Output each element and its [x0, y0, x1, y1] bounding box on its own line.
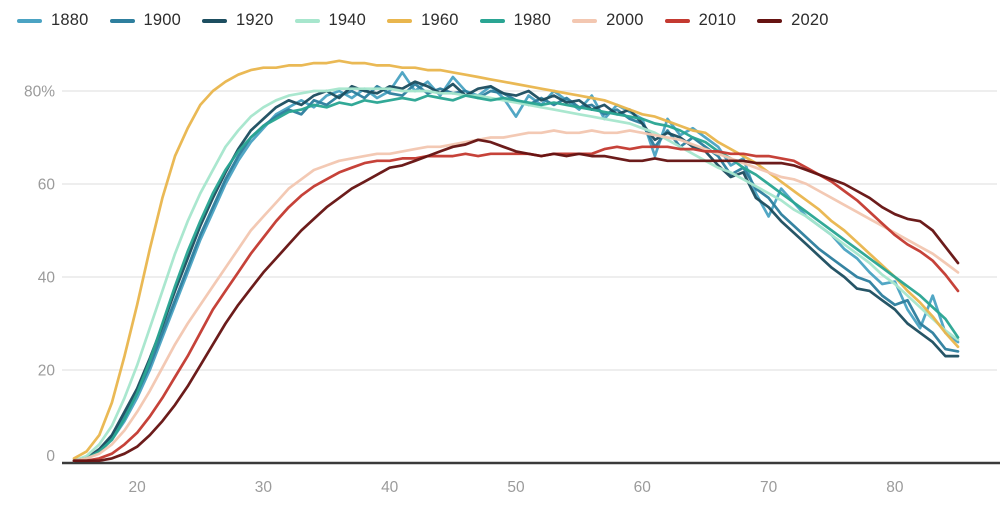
y-tick-label: 20: [38, 363, 56, 380]
legend-swatch: [294, 18, 320, 23]
legend-label: 1940: [328, 11, 367, 29]
legend-item-1920: 1920: [202, 11, 274, 30]
y-tick-label: 80%: [24, 84, 55, 101]
y-tick-label: 60: [38, 177, 56, 194]
legend-label: 1880: [51, 11, 89, 29]
series-line-1980: [72, 94, 960, 463]
x-tick-label: 50: [507, 479, 525, 496]
legend-item-1980: 1980: [479, 11, 552, 30]
legend-swatch: [109, 18, 135, 23]
series-line-1960: [72, 59, 960, 460]
legend-label: 1920: [236, 11, 274, 29]
chart-legend: 1880 1900 1920 1940 1960 1980 2000 2010: [17, 11, 829, 30]
series-line-2010: [72, 145, 960, 463]
x-tick-label: 80: [886, 479, 904, 496]
y-tick-label: 0: [46, 448, 55, 465]
legend-item-1940: 1940: [294, 11, 367, 30]
legend-label: 2010: [698, 11, 737, 29]
x-tick-label: 60: [634, 479, 652, 496]
legend-swatch: [17, 18, 42, 23]
series-line-1920: [72, 80, 960, 463]
x-tick-label: 20: [128, 479, 146, 496]
legend-item-2020: 2020: [757, 11, 829, 30]
series-line-2020: [72, 138, 960, 463]
legend-swatch: [387, 18, 413, 23]
legend-item-1900: 1900: [109, 11, 182, 30]
x-tick-label: 40: [381, 479, 399, 496]
legend-item-2000: 2000: [572, 11, 644, 30]
legend-label: 1960: [421, 11, 459, 29]
x-tick-label: 30: [255, 479, 273, 496]
x-tick-label: 70: [760, 479, 778, 496]
y-tick-label: 40: [38, 270, 56, 287]
legend-item-1960: 1960: [387, 11, 459, 30]
series-line-1900: [72, 82, 960, 463]
legend-swatch: [572, 18, 598, 23]
legend-swatch: [202, 18, 228, 23]
legend-swatch: [757, 18, 783, 23]
legend-label: 2020: [791, 11, 829, 29]
legend-label: 1980: [513, 11, 552, 29]
series-line-1940: [72, 87, 960, 463]
legend-item-1880: 1880: [17, 11, 89, 30]
legend-swatch: [664, 18, 690, 23]
series-line-1880: [72, 71, 960, 463]
series-line-2000: [72, 129, 960, 463]
legend-label: 2000: [606, 11, 644, 29]
legend-item-2010: 2010: [664, 11, 737, 30]
legend-swatch: [479, 18, 505, 23]
legend-label: 1900: [143, 11, 182, 29]
